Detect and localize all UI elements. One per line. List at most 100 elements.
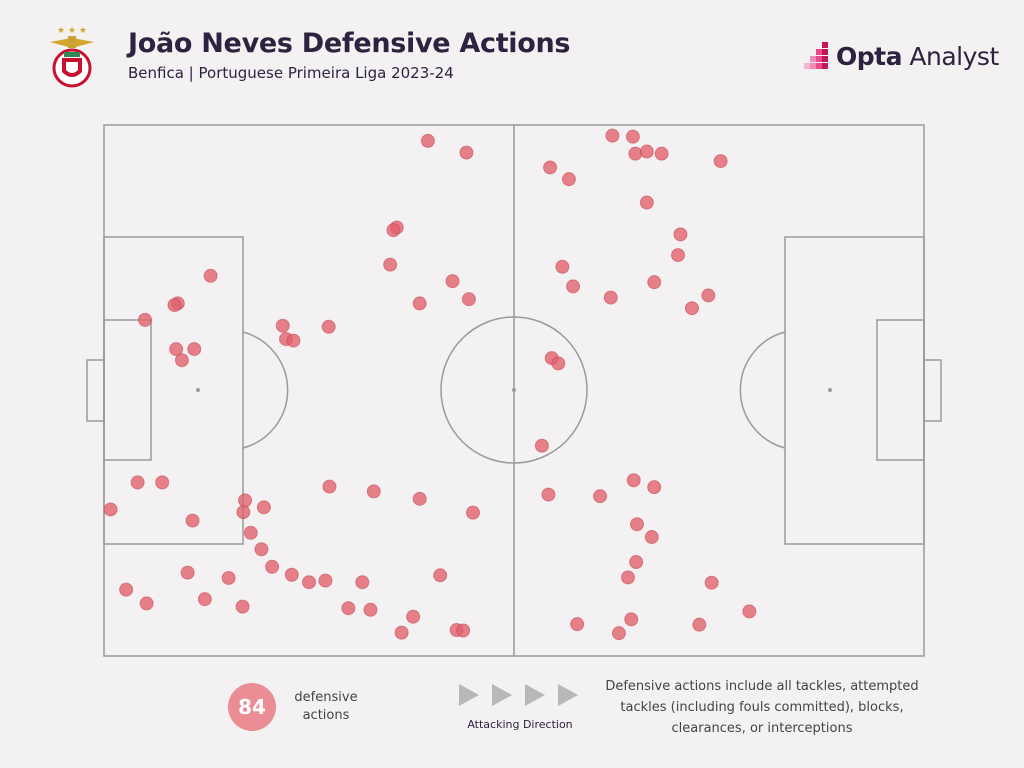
centre-circle <box>440 316 588 464</box>
defensive-action-point <box>363 602 378 617</box>
defensive-action-point <box>139 596 154 611</box>
play-arrow-icon <box>525 684 545 706</box>
defensive-action-point <box>412 491 427 506</box>
defensive-action-point <box>459 145 474 160</box>
defensive-action-point <box>461 292 476 307</box>
defensive-action-point <box>203 268 218 283</box>
defensive-action-point <box>243 525 258 540</box>
defensive-action-point <box>235 599 250 614</box>
action-count-badge: 84 <box>228 683 276 731</box>
defensive-action-point <box>322 479 337 494</box>
right-penalty-area <box>784 236 925 545</box>
defensive-action-point <box>551 356 566 371</box>
left-six-yard-box <box>103 319 152 461</box>
chart-title: João Neves Defensive Actions <box>128 28 571 59</box>
svg-text:★ ★ ★: ★ ★ ★ <box>57 26 87 36</box>
defensive-action-point <box>254 542 269 557</box>
play-arrow-icon <box>558 684 578 706</box>
defensive-action-point <box>433 568 448 583</box>
defensive-action-point <box>544 351 559 366</box>
defensive-action-point <box>684 301 699 316</box>
left-goal <box>86 359 105 422</box>
defensive-action-point <box>593 489 608 504</box>
defensive-action-point <box>620 570 635 585</box>
defensive-action-point <box>541 487 556 502</box>
defensive-action-point <box>412 296 427 311</box>
defensive-action-point <box>138 312 152 327</box>
defensive-action-point <box>256 500 271 515</box>
defensive-action-point <box>611 626 626 641</box>
defensive-action-point <box>701 288 716 303</box>
defensive-action-point <box>386 223 401 238</box>
defensive-action-point <box>238 493 253 508</box>
defensive-action-point <box>543 160 558 175</box>
defensive-action-point <box>566 279 581 294</box>
defensive-action-point <box>155 475 170 490</box>
defensive-action-point <box>628 146 643 161</box>
defensive-action-point <box>647 275 662 290</box>
defensive-action-point <box>534 438 549 453</box>
defensive-action-point <box>647 480 662 495</box>
defensive-action-point <box>197 592 212 607</box>
defensive-action-point <box>555 259 570 274</box>
defensive-action-point <box>456 623 471 638</box>
defensive-action-point <box>130 475 145 490</box>
right-penalty-arc <box>739 331 786 449</box>
defensive-action-point <box>629 555 644 570</box>
defensive-action-point <box>394 625 409 640</box>
defensive-action-point <box>692 617 707 632</box>
defensive-action-point <box>603 290 618 305</box>
defensive-action-point <box>180 565 195 580</box>
defensive-action-point <box>466 505 480 520</box>
defensive-action-point <box>624 612 639 627</box>
defensive-action-point <box>174 353 189 368</box>
definition-note: Defensive actions include all tackles, a… <box>605 679 919 736</box>
defensive-action-point <box>389 220 404 235</box>
right-penalty-spot <box>828 388 832 392</box>
defensive-action-point <box>654 146 669 161</box>
attacking-direction-arrows <box>455 682 585 708</box>
opta-analyst-logo: Opta Analyst <box>798 40 999 80</box>
action-count-label: defensive actions <box>294 690 358 723</box>
left-penalty-spot <box>196 388 200 392</box>
left-penalty-arc <box>242 331 289 449</box>
defensive-action-point <box>406 609 421 624</box>
defensive-action-point <box>341 601 356 616</box>
defensive-action-point <box>449 622 464 637</box>
attacking-direction-label: Attacking Direction <box>467 718 573 731</box>
defensive-action-point <box>445 274 460 289</box>
centre-spot <box>512 388 516 392</box>
defensive-action-point <box>321 319 336 334</box>
right-goal <box>923 359 942 422</box>
defensive-action-point <box>704 575 719 590</box>
benfica-crest-icon: ★ ★ ★ <box>44 24 100 90</box>
defensive-action-point <box>302 575 316 590</box>
defensive-action-point <box>286 333 301 348</box>
defensive-action-point <box>170 296 185 311</box>
defensive-action-point <box>420 133 435 148</box>
chart-subtitle: Benfica | Portuguese Primeira Liga 2023-… <box>128 64 454 82</box>
defensive-action-point <box>275 318 290 333</box>
defensive-action-point <box>221 570 236 585</box>
pitch-outline <box>103 124 925 657</box>
defensive-action-point <box>639 144 654 159</box>
defensive-action-point <box>355 575 370 590</box>
left-penalty-area <box>103 236 244 545</box>
defensive-action-point <box>265 559 280 574</box>
defensive-action-point <box>103 502 118 517</box>
right-six-yard-box <box>876 319 925 461</box>
defensive-action-point <box>630 517 644 532</box>
defensive-action-point <box>169 342 184 357</box>
defensive-action-point <box>625 129 640 144</box>
defensive-action-point <box>639 195 654 210</box>
opta-bars-icon <box>804 42 828 69</box>
play-arrow-icon <box>492 684 512 706</box>
defensive-action-point <box>318 573 333 588</box>
defensive-action-point <box>673 227 688 242</box>
defensive-action-point <box>279 331 294 346</box>
defensive-action-point <box>742 604 757 619</box>
defensive-action-point <box>284 567 299 582</box>
defensive-action-point <box>366 484 381 499</box>
defensive-action-point <box>626 473 641 488</box>
defensive-action-point <box>185 513 200 528</box>
